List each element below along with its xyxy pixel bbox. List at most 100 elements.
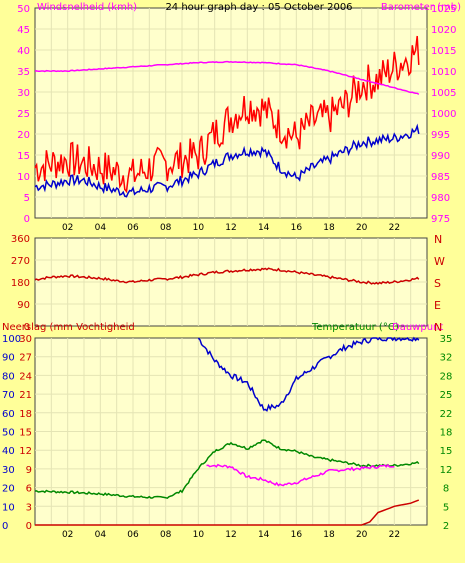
x-tick-label: 20 — [356, 530, 368, 540]
wind-axis-title: Windsnelheid (kmh) — [37, 2, 137, 13]
barometer-line — [34, 60, 420, 96]
wind-y-tick-label: 35 — [17, 67, 30, 78]
x-tick-label: 06 — [127, 223, 139, 233]
humidity-y-tick-label: 30 — [2, 465, 15, 476]
humidity-y-tick-label: 60 — [2, 409, 15, 420]
temperature-y-tick-label: 15 — [440, 446, 453, 457]
temperature-y-tick-label: 25 — [440, 390, 453, 401]
wind-y-tick-label: 30 — [17, 88, 30, 99]
temperature-line — [34, 439, 420, 500]
barometer-axis-title: Barometer (mb) — [381, 2, 461, 13]
rain-y-tick-label: 0 — [26, 521, 32, 532]
x-tick-label: 06 — [127, 530, 139, 540]
rain-y-tick-label: 9 — [26, 465, 32, 476]
barometer-y-tick-label: 1020 — [431, 25, 456, 36]
wind-y-tick-label: 40 — [17, 46, 30, 57]
rain-y-tick-label: 30 — [19, 334, 32, 345]
x-tick-label: 20 — [356, 223, 368, 233]
chart-title: 24 hour graph day : 05 October 2006 — [165, 2, 352, 13]
rain-line — [35, 499, 420, 526]
wind-y-tick-label: 45 — [17, 25, 30, 36]
direction-y-tick-label: 360 — [11, 234, 30, 245]
x-tick-label: 18 — [323, 223, 335, 233]
x-tick-label: 18 — [323, 530, 335, 540]
temperature-y-tick-label: 5 — [443, 502, 449, 513]
x-tick-label: 12 — [225, 223, 236, 233]
rain-y-tick-label: 6 — [26, 484, 32, 495]
wind-y-tick-label: 20 — [17, 130, 30, 141]
x-tick-label: 08 — [160, 530, 172, 540]
wind-y-tick-label: 25 — [17, 109, 30, 120]
x-tick-label: 02 — [62, 530, 73, 540]
x-tick-label: 04 — [95, 223, 107, 233]
direction-compass-label: N — [434, 233, 442, 246]
barometer-y-tick-label: 1010 — [431, 67, 456, 78]
barometer-y-tick-label: 1000 — [431, 109, 456, 120]
direction-compass-label: W — [434, 255, 445, 268]
rain-y-tick-label: 21 — [19, 390, 32, 401]
temperature-y-tick-label: 28 — [440, 371, 453, 382]
humidity-y-tick-label: 10 — [2, 502, 15, 513]
temperature-y-tick-label: 8 — [443, 484, 449, 495]
humidity-y-tick-label: 100 — [2, 334, 21, 345]
wind-y-tick-label: 50 — [17, 4, 30, 15]
x-tick-label: 14 — [258, 223, 270, 233]
humidity-y-tick-label: 50 — [2, 428, 15, 439]
humidity-line — [197, 336, 420, 412]
panel-humidity-grid — [35, 338, 427, 525]
direction-y-tick-label: 0 — [24, 322, 30, 333]
direction-y-tick-label: 180 — [11, 278, 30, 289]
direction-compass-label: E — [434, 299, 441, 312]
x-tick-label: 14 — [258, 530, 270, 540]
humidity-y-tick-label: 20 — [2, 484, 15, 495]
wind-y-tick-label: 5 — [24, 193, 30, 204]
wind-y-tick-label: 15 — [17, 151, 30, 162]
direction-compass-label: S — [434, 277, 441, 290]
wind-y-tick-label: 0 — [24, 214, 30, 225]
x-tick-label: 22 — [389, 530, 400, 540]
direction-compass-label: N — [434, 321, 442, 334]
rain-y-tick-label: 18 — [19, 409, 32, 420]
humidity-y-tick-label: 0 — [2, 521, 8, 532]
panel-wind-grid — [35, 8, 427, 218]
rain-humidity-axis-title: Neerslag (mm Vochtigheid — [2, 322, 135, 333]
data-lines — [34, 35, 420, 526]
x-tick-label: 04 — [95, 530, 107, 540]
temperature-axis-title: Temperatuur (°C) — [311, 322, 399, 333]
x-tick-label: 16 — [291, 223, 303, 233]
rain-y-tick-label: 24 — [19, 371, 32, 382]
barometer-y-tick-label: 985 — [431, 172, 450, 183]
humidity-y-tick-label: 70 — [2, 390, 15, 401]
temperature-y-tick-label: 2 — [443, 521, 449, 532]
humidity-y-tick-label: 40 — [2, 446, 15, 457]
rain-y-tick-label: 27 — [19, 353, 32, 364]
dewpoint-line — [206, 463, 395, 487]
dewpoint-axis-title: Dauwpunt — [392, 322, 443, 333]
wind-direction-line — [34, 267, 420, 285]
rain-y-tick-label: 15 — [19, 428, 32, 439]
x-tick-label: 22 — [389, 223, 400, 233]
x-tick-label: 02 — [62, 223, 73, 233]
x-tick-label: 10 — [193, 223, 205, 233]
barometer-y-tick-label: 1025 — [431, 4, 456, 15]
temperature-y-tick-label: 32 — [440, 353, 453, 364]
temperature-y-tick-label: 22 — [440, 409, 453, 420]
barometer-y-tick-label: 980 — [431, 193, 450, 204]
rain-y-tick-label: 12 — [19, 446, 32, 457]
x-tick-label: 08 — [160, 223, 172, 233]
temperature-y-tick-label: 12 — [440, 465, 453, 476]
barometer-y-tick-label: 995 — [431, 130, 450, 141]
barometer-y-tick-label: 975 — [431, 214, 450, 225]
barometer-y-tick-label: 1015 — [431, 46, 456, 57]
wind-gust-line — [34, 123, 420, 198]
x-tick-label: 16 — [291, 530, 303, 540]
x-tick-label: 10 — [193, 530, 205, 540]
direction-y-tick-label: 90 — [17, 300, 30, 311]
barometer-y-tick-label: 1005 — [431, 88, 456, 99]
wind-speed-line — [34, 35, 420, 194]
temperature-y-tick-label: 18 — [440, 428, 453, 439]
humidity-y-tick-label: 80 — [2, 371, 15, 382]
humidity-y-tick-label: 90 — [2, 353, 15, 364]
